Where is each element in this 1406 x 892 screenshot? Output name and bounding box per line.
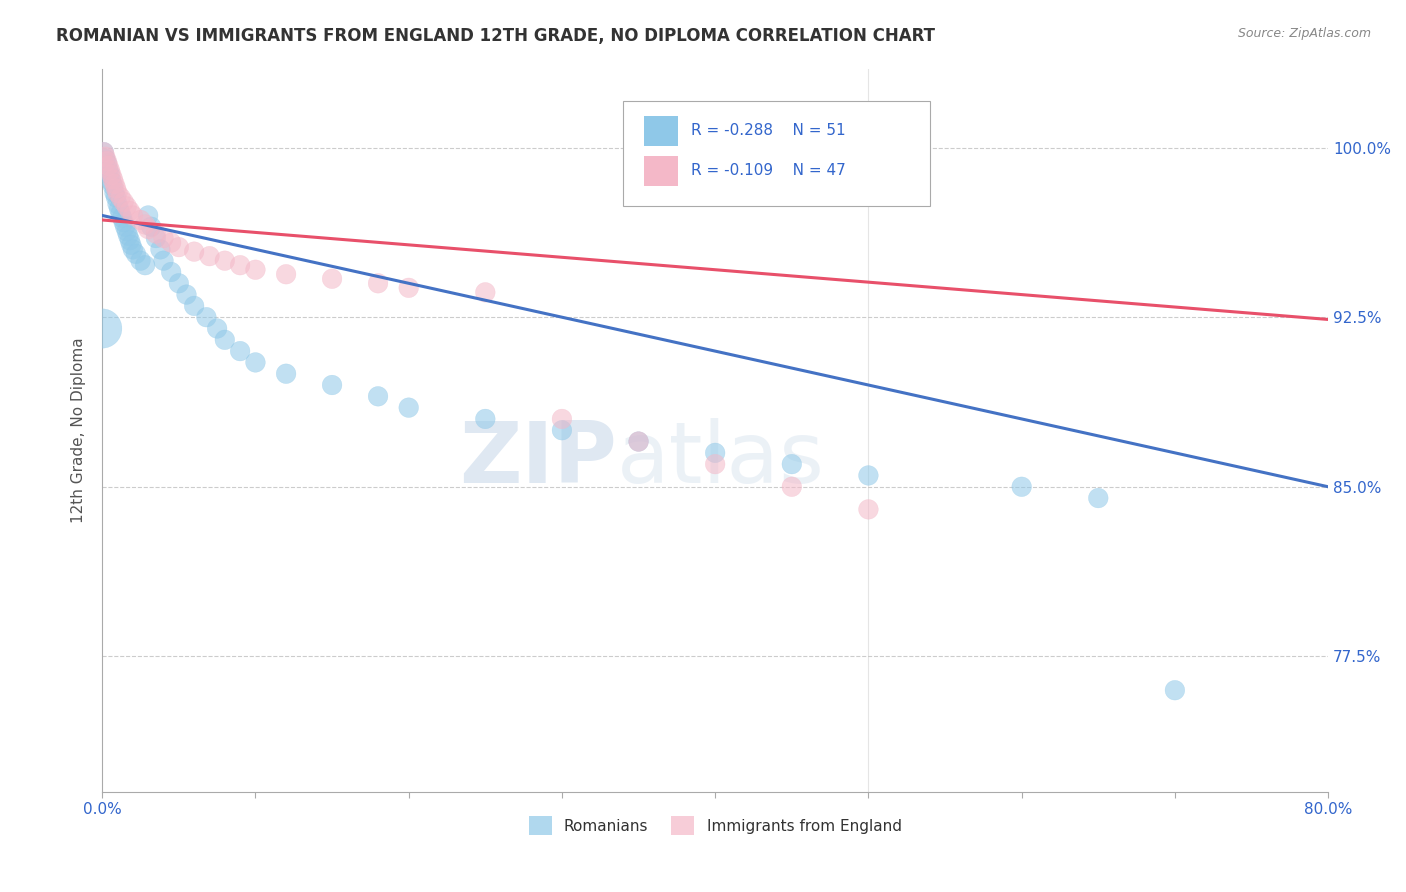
- Point: [103, 177, 125, 191]
- Point: [229, 258, 252, 272]
- Point: [627, 434, 650, 449]
- Point: [274, 267, 297, 281]
- Point: [110, 190, 132, 204]
- Point: [367, 277, 389, 291]
- Text: ZIP: ZIP: [460, 417, 617, 500]
- Point: [134, 218, 156, 232]
- Point: [195, 310, 218, 325]
- Point: [117, 228, 139, 243]
- FancyBboxPatch shape: [623, 101, 929, 206]
- Point: [274, 367, 297, 381]
- Text: atlas: atlas: [617, 417, 825, 500]
- Point: [1011, 480, 1033, 494]
- Point: [398, 401, 420, 415]
- Point: [98, 168, 121, 182]
- Point: [101, 179, 124, 194]
- Point: [96, 154, 118, 169]
- Point: [120, 238, 142, 252]
- Point: [118, 233, 141, 247]
- Point: [96, 156, 118, 170]
- Point: [858, 502, 880, 516]
- Point: [91, 321, 114, 335]
- Point: [367, 389, 389, 403]
- Point: [551, 412, 574, 426]
- Point: [136, 209, 159, 223]
- Point: [112, 194, 135, 209]
- Point: [474, 285, 496, 300]
- Point: [198, 249, 221, 263]
- Point: [858, 468, 880, 483]
- Point: [152, 231, 174, 245]
- Point: [129, 213, 152, 227]
- Point: [214, 333, 236, 347]
- Point: [134, 258, 156, 272]
- Text: ROMANIAN VS IMMIGRANTS FROM ENGLAND 12TH GRADE, NO DIPLOMA CORRELATION CHART: ROMANIAN VS IMMIGRANTS FROM ENGLAND 12TH…: [56, 27, 935, 45]
- Point: [160, 235, 183, 250]
- FancyBboxPatch shape: [644, 116, 679, 146]
- Point: [1164, 683, 1187, 698]
- Point: [627, 434, 650, 449]
- Point: [94, 150, 117, 164]
- Point: [118, 203, 141, 218]
- Point: [167, 240, 190, 254]
- Legend: Romanians, Immigrants from England: Romanians, Immigrants from England: [529, 816, 901, 835]
- Y-axis label: 12th Grade, No Diploma: 12th Grade, No Diploma: [72, 337, 86, 523]
- Point: [145, 231, 167, 245]
- Point: [100, 175, 122, 189]
- Point: [167, 277, 190, 291]
- Point: [100, 168, 122, 182]
- Point: [110, 206, 132, 220]
- Point: [108, 202, 131, 216]
- Point: [321, 272, 343, 286]
- Point: [94, 152, 117, 166]
- Text: R = -0.288    N = 51: R = -0.288 N = 51: [690, 122, 845, 137]
- Point: [97, 159, 120, 173]
- Point: [321, 378, 343, 392]
- Point: [398, 281, 420, 295]
- Point: [160, 265, 183, 279]
- Point: [183, 299, 205, 313]
- Point: [229, 344, 252, 359]
- Point: [105, 181, 128, 195]
- Point: [103, 186, 125, 200]
- Point: [97, 163, 120, 178]
- Point: [183, 244, 205, 259]
- Point: [93, 145, 115, 160]
- Point: [98, 163, 121, 178]
- Point: [101, 172, 124, 186]
- Point: [93, 145, 115, 160]
- Point: [107, 186, 129, 200]
- Point: [1087, 491, 1109, 505]
- Point: [129, 253, 152, 268]
- Point: [149, 243, 172, 257]
- Point: [112, 215, 135, 229]
- Point: [145, 227, 167, 241]
- Point: [704, 457, 727, 471]
- Point: [114, 219, 136, 234]
- Point: [121, 243, 143, 257]
- Point: [115, 199, 138, 213]
- Point: [115, 224, 138, 238]
- Point: [136, 222, 159, 236]
- Point: [176, 287, 198, 301]
- Point: [105, 190, 128, 204]
- Point: [205, 321, 228, 335]
- Point: [245, 262, 267, 277]
- Point: [245, 355, 267, 369]
- Point: [141, 219, 163, 234]
- Text: R = -0.109    N = 47: R = -0.109 N = 47: [690, 163, 845, 178]
- FancyBboxPatch shape: [644, 156, 679, 186]
- Point: [780, 457, 803, 471]
- Point: [111, 211, 134, 225]
- Point: [125, 247, 148, 261]
- Point: [214, 253, 236, 268]
- Point: [704, 446, 727, 460]
- Point: [121, 209, 143, 223]
- Point: [474, 412, 496, 426]
- Point: [152, 253, 174, 268]
- Text: Source: ZipAtlas.com: Source: ZipAtlas.com: [1237, 27, 1371, 40]
- Point: [780, 480, 803, 494]
- Point: [107, 197, 129, 211]
- Point: [551, 423, 574, 437]
